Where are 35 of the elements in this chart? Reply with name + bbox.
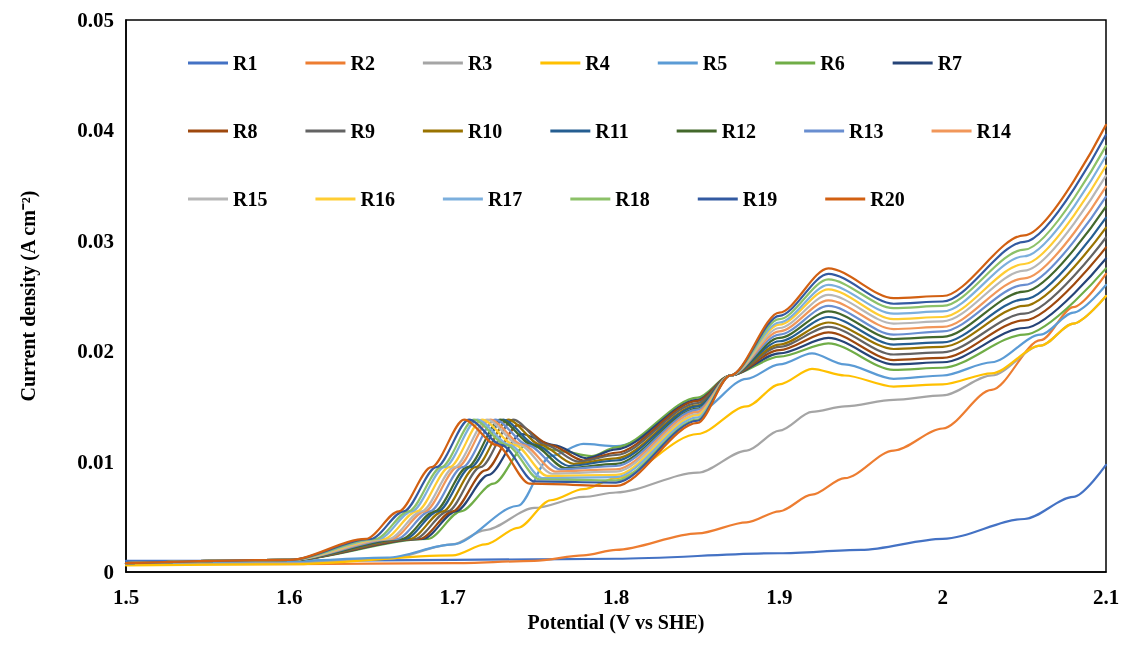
legend-label: R20 bbox=[870, 188, 905, 210]
y-tick-label: 0.03 bbox=[77, 228, 114, 253]
legend-label: R7 bbox=[937, 52, 963, 74]
y-tick-label: 0.01 bbox=[77, 449, 114, 474]
x-tick-label: 1.5 bbox=[112, 584, 140, 609]
legend-label: R13 bbox=[849, 120, 884, 142]
legend-label: R4 bbox=[585, 52, 610, 74]
y-tick-label: 0.02 bbox=[77, 339, 114, 364]
legend-label: R15 bbox=[233, 188, 268, 210]
x-tick-label: 1.6 bbox=[276, 584, 303, 609]
legend-label: R12 bbox=[721, 120, 757, 142]
legend-label: R5 bbox=[702, 52, 728, 74]
legend-label: R2 bbox=[350, 52, 375, 74]
legend-label: R6 bbox=[820, 52, 845, 74]
legend-label: R14 bbox=[976, 120, 1012, 142]
legend-label: R11 bbox=[595, 120, 629, 142]
legend-label: R10 bbox=[467, 120, 503, 142]
x-tick-label: 1.7 bbox=[439, 584, 466, 609]
legend-label: R19 bbox=[742, 188, 778, 210]
legend-label: R16 bbox=[360, 188, 395, 210]
y-axis-title: Current density (A cm⁻²) bbox=[17, 190, 40, 402]
x-tick-label: 1.9 bbox=[766, 584, 793, 609]
x-axis-title: Potential (V vs SHE) bbox=[527, 610, 705, 634]
x-tick-label: 2.1 bbox=[1092, 584, 1120, 609]
legend-label: R17 bbox=[487, 188, 523, 210]
legend-label: R1 bbox=[233, 52, 258, 74]
legend-label: R8 bbox=[233, 120, 258, 142]
y-tick-label: 0.04 bbox=[77, 118, 115, 143]
legend-label: R18 bbox=[615, 188, 650, 210]
y-tick-label: 0.05 bbox=[77, 8, 114, 32]
legend-label: R3 bbox=[467, 52, 493, 74]
x-tick-label: 1.8 bbox=[602, 584, 630, 609]
x-tick-label: 2 bbox=[937, 584, 948, 609]
legend-label: R9 bbox=[350, 120, 375, 142]
y-tick-label: 0 bbox=[103, 560, 114, 584]
